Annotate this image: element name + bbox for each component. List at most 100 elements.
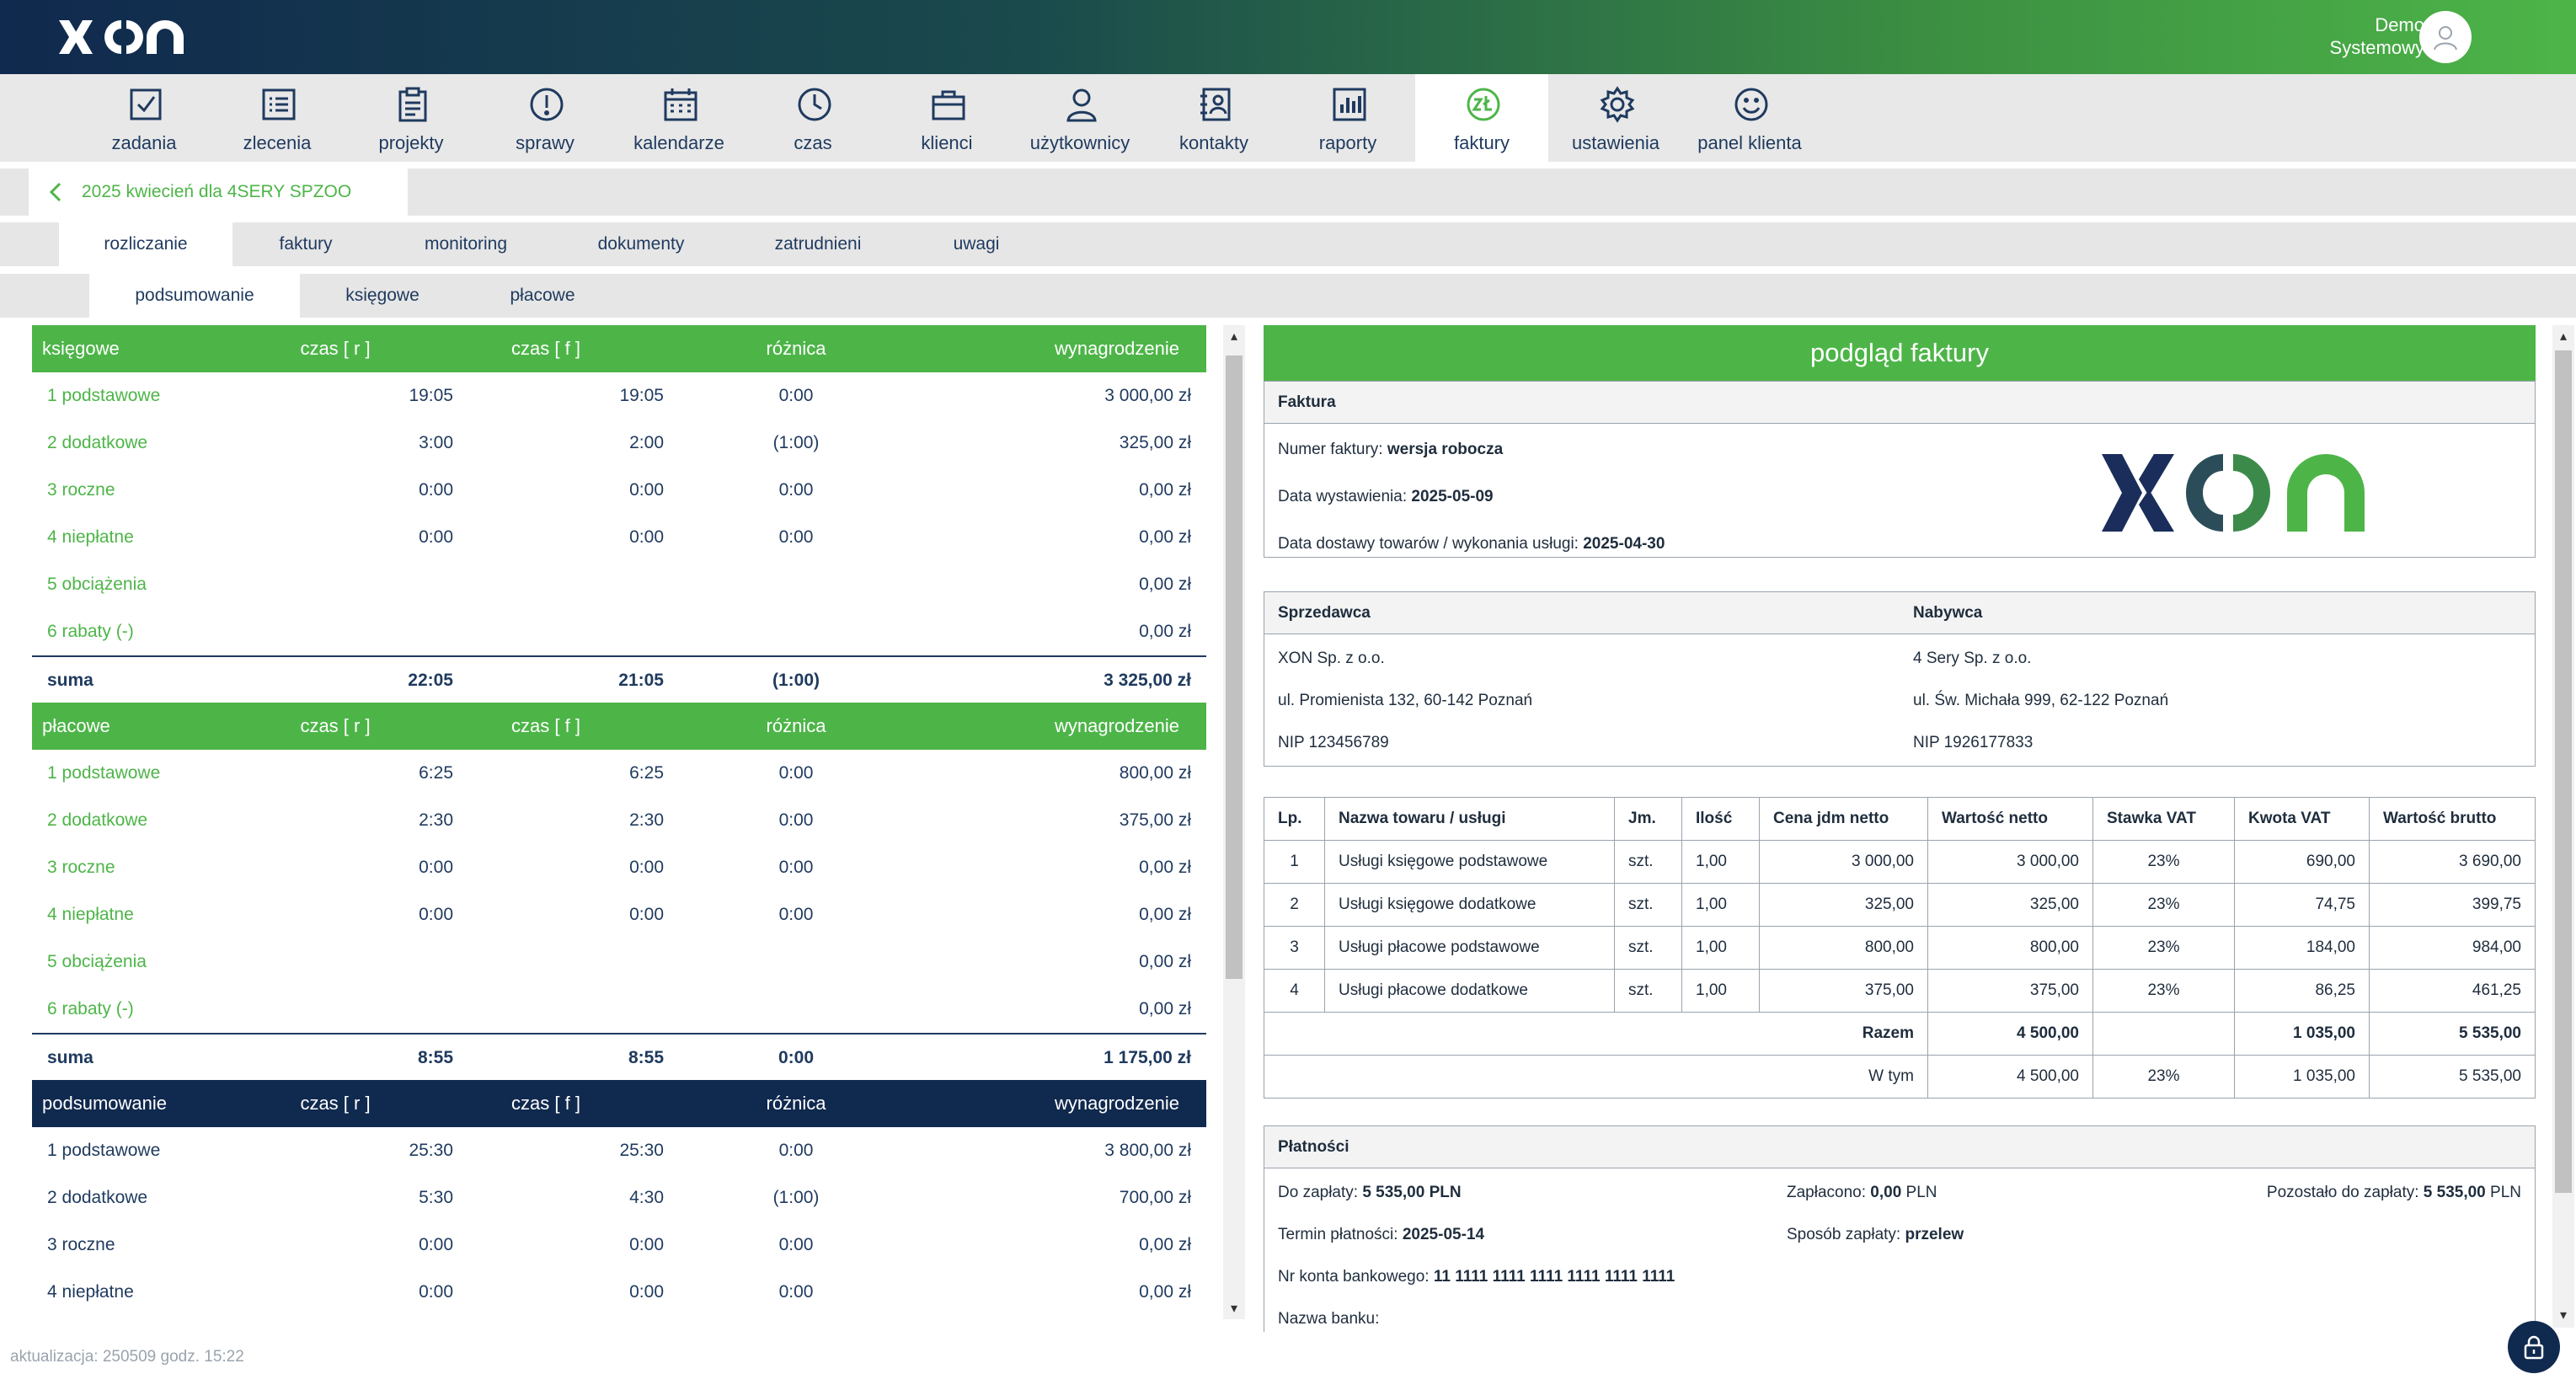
nav-klienci[interactable]: klienci <box>880 74 1013 162</box>
tab-dokumenty[interactable]: dokumenty <box>597 234 685 254</box>
razem-row: Razem 4 500,00 1 035,00 5 535,00 <box>1264 1012 2536 1056</box>
calendar-icon <box>664 88 697 121</box>
table-row[interactable]: 2 dodatkowe 2:30 2:30 0:00 375,00 zł <box>47 810 1191 830</box>
subtab-ksiegowe[interactable]: księgowe <box>345 286 420 305</box>
exclamation-icon <box>530 88 564 121</box>
table-row[interactable]: 3 roczne 0:00 0:00 0:00 0,00 zł <box>47 858 1191 877</box>
payments-heading: Płatności <box>1264 1126 2535 1168</box>
invoice-preview-title: podgląd faktury <box>1264 325 2536 381</box>
scroll-up-icon[interactable]: ▴ <box>1230 329 1238 344</box>
breadcrumb[interactable]: 2025 kwiecień dla 4SERY SPZOO <box>29 168 408 216</box>
payments-box: Płatności Do zapłaty: 5 535,00 PLN Zapła… <box>1264 1125 2536 1332</box>
gear-icon <box>1600 86 1635 123</box>
user-icon <box>1066 88 1097 122</box>
tab-monitoring[interactable]: monitoring <box>424 234 508 254</box>
nav-kontakty[interactable]: kontakty <box>1147 74 1280 162</box>
scroll-up-icon[interactable]: ▴ <box>2559 329 2568 344</box>
tab-faktury[interactable]: faktury <box>279 234 333 254</box>
nav-uzytkownicy[interactable]: użytkownicy <box>1013 74 1146 162</box>
sum-row: suma 22:05 21:05 (1:00) 3 325,00 zł <box>32 655 1206 703</box>
nav-kalendarze[interactable]: kalendarze <box>612 74 746 162</box>
sum-row: suma 8:55 8:55 0:00 1 175,00 zł <box>32 1033 1206 1080</box>
table-row[interactable]: 6 rabaty (-) 0,00 zł <box>47 999 1191 1018</box>
avatar[interactable] <box>2419 11 2472 63</box>
table-row: 2 Usługi księgowe dodatkowe szt. 1,00 325,00… <box>1264 883 2536 927</box>
invoice-number: Numer faktury: wersja robocza <box>1278 441 1504 458</box>
table-row[interactable]: 4 niepłatne 0:00 0:00 0:00 0,00 zł <box>47 527 1191 547</box>
nav-czas[interactable]: czas <box>746 74 879 162</box>
nav-zadania[interactable]: zadania <box>77 74 211 162</box>
table-row[interactable]: 2 dodatkowe 3:00 2:00 (1:00) 325,00 zł <box>47 433 1191 452</box>
smiley-icon <box>1734 88 1768 121</box>
section-header-podsumowanie: podsumowanie czas [ r ] czas [ f ] różni… <box>32 1080 1206 1127</box>
invoice-header-box: Faktura Numer faktury: wersja robocza Da… <box>1264 381 2536 558</box>
invoice-items-table: Lp. Nazwa towaru / usługi Jm. Ilość Cena… <box>1264 797 2536 1099</box>
invoice-preview: podgląd faktury Faktura Numer faktury: w… <box>1264 325 2536 1332</box>
table-row[interactable]: 5 obciążenia 0,00 zł <box>47 575 1191 594</box>
nav-projekty[interactable]: projekty <box>345 74 478 162</box>
payment-deadline: Termin płatności: 2025-05-14 <box>1278 1226 1485 1243</box>
lock-button[interactable] <box>2508 1321 2560 1373</box>
tab-zatrudnieni[interactable]: zatrudnieni <box>774 234 862 254</box>
table-row: 4 Usługi płacowe dodatkowe szt. 1,00 375,00 3… <box>1264 969 2536 1013</box>
section-header-placowe: płacowe czas [ r ] czas [ f ] różnica wy… <box>32 703 1206 750</box>
table-row: 2 dodatkowe 5:30 4:30 (1:00) 700,00 zł <box>47 1188 1191 1207</box>
main-tabs: rozliczanie faktury monitoring dokumenty… <box>0 222 2576 266</box>
subtab-podsumowanie[interactable]: podsumowanie <box>89 274 300 318</box>
table-row: 3 roczne 0:00 0:00 0:00 0,00 zł <box>47 1235 1191 1254</box>
tab-rozliczanie[interactable]: rozliczanie <box>59 222 232 266</box>
scrollbar-thumb[interactable] <box>2555 350 2572 1193</box>
contact-book-icon <box>1200 88 1231 121</box>
left-scrollbar[interactable]: ▴ ▾ <box>1223 325 1245 1319</box>
nav-zlecenia[interactable]: zlecenia <box>211 74 344 162</box>
chevron-left-icon <box>49 182 61 202</box>
table-row: 4 niepłatne 0:00 0:00 0:00 0,00 zł <box>47 1282 1191 1302</box>
nav-faktury[interactable]: faktury <box>1415 74 1548 162</box>
nav-panel-klienta[interactable]: panel klienta <box>1683 74 1816 162</box>
scroll-down-icon[interactable]: ▾ <box>1230 1302 1238 1316</box>
table-row: 1 Usługi księgowe podstawowe szt. 1,00 3 000… <box>1264 840 2536 884</box>
sub-tabs: podsumowanie księgowe płacowe <box>0 274 2576 318</box>
buyer-address: ul. Św. Michała 999, 62-122 Poznań <box>1913 692 2169 709</box>
nav-sprawy[interactable]: sprawy <box>478 74 612 162</box>
lock-icon <box>2524 1335 2544 1360</box>
delivery-date: Data dostawy towarów / wykonania usługi:… <box>1278 535 1665 553</box>
briefcase-icon <box>932 90 965 120</box>
update-status: aktualizacja: 250509 godz. 15:22 <box>10 1348 244 1366</box>
tab-uwagi[interactable]: uwagi <box>953 234 1000 254</box>
xon-logo[interactable] <box>56 17 199 57</box>
user-name[interactable]: Demo Systemowy <box>2329 14 2424 58</box>
scrollbar-thumb[interactable] <box>1226 356 1243 979</box>
seller-name: XON Sp. z o.o. <box>1278 650 1385 667</box>
breadcrumb-label: 2025 kwiecień dla 4SERY SPZOO <box>82 182 352 201</box>
table-row[interactable]: 6 rabaty (-) 0,00 zł <box>47 622 1191 641</box>
chart-icon <box>1333 88 1366 121</box>
table-row: 3 Usługi płacowe podstawowe szt. 1,00 800,00… <box>1264 926 2536 970</box>
buyer-nip: NIP 1926177833 <box>1913 734 2034 751</box>
table-row[interactable]: 1 podstawowe 19:05 19:05 0:00 3 000,00 zł <box>47 386 1191 405</box>
bank-name: Nazwa banku: <box>1278 1310 1380 1328</box>
table-row[interactable]: 4 niepłatne 0:00 0:00 0:00 0,00 zł <box>47 905 1191 924</box>
main-nav: zadania zlecenia projekty sprawy kalenda… <box>0 74 2576 162</box>
nav-raporty[interactable]: raporty <box>1281 74 1414 162</box>
list-icon <box>262 88 296 120</box>
right-scrollbar[interactable]: ▴ ▾ <box>2552 325 2574 1328</box>
nav-ustawienia[interactable]: ustawienia <box>1549 74 1682 162</box>
wtym-row: W tym 4 500,00 23% 1 035,00 5 535,00 <box>1264 1055 2536 1099</box>
summary-panel: księgowe czas [ r ] czas [ f ] różnica w… <box>32 325 1206 1332</box>
scroll-down-icon[interactable]: ▾ <box>2559 1308 2568 1323</box>
amount-paid: Zapłacono: 0,00 PLN <box>1787 1184 1937 1201</box>
seller-nip: NIP 123456789 <box>1278 734 1389 751</box>
section-header-ksiegowe: księgowe czas [ r ] czas [ f ] różnica w… <box>32 325 1206 372</box>
table-row[interactable]: 1 podstawowe 6:25 6:25 0:00 800,00 zł <box>47 763 1191 783</box>
user-avatar-icon <box>2434 26 2457 51</box>
issue-date: Data wystawienia: 2025-05-09 <box>1278 488 1494 505</box>
table-row: 1 podstawowe 25:30 25:30 0:00 3 800,00 zł <box>47 1141 1191 1160</box>
buyer-name: 4 Sery Sp. z o.o. <box>1913 650 2032 667</box>
payment-method: Sposób zapłaty: przelew <box>1787 1226 1964 1243</box>
amount-remaining: Pozostało do zapłaty: 5 535,00 PLN <box>2266 1184 2521 1201</box>
table-row[interactable]: 3 roczne 0:00 0:00 0:00 0,00 zł <box>47 480 1191 500</box>
subtab-placowe[interactable]: płacowe <box>510 286 575 305</box>
checkbox-icon <box>130 88 162 120</box>
table-row[interactable]: 5 obciążenia 0,00 zł <box>47 952 1191 971</box>
